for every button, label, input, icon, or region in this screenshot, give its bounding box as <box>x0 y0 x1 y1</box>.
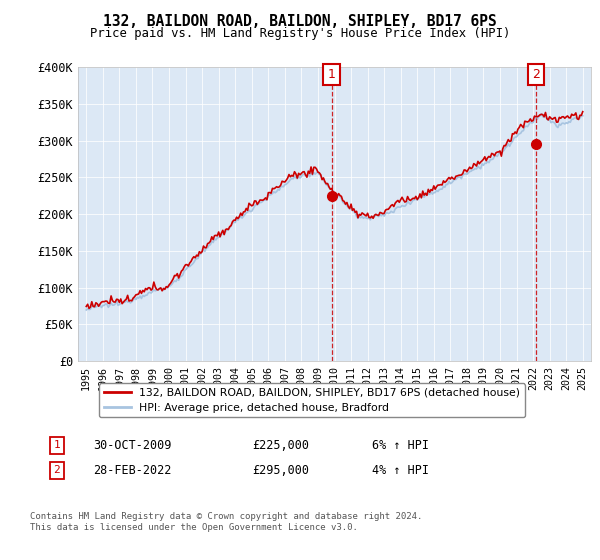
Text: 2: 2 <box>53 465 61 475</box>
Text: 4% ↑ HPI: 4% ↑ HPI <box>372 464 429 477</box>
Text: 1: 1 <box>328 68 335 81</box>
Text: 6% ↑ HPI: 6% ↑ HPI <box>372 438 429 452</box>
Text: £295,000: £295,000 <box>252 464 309 477</box>
Text: £225,000: £225,000 <box>252 438 309 452</box>
Text: 28-FEB-2022: 28-FEB-2022 <box>93 464 172 477</box>
Text: 2: 2 <box>532 68 540 81</box>
Text: 30-OCT-2009: 30-OCT-2009 <box>93 438 172 452</box>
Text: Price paid vs. HM Land Registry's House Price Index (HPI): Price paid vs. HM Land Registry's House … <box>90 27 510 40</box>
Legend: 132, BAILDON ROAD, BAILDON, SHIPLEY, BD17 6PS (detached house), HPI: Average pri: 132, BAILDON ROAD, BAILDON, SHIPLEY, BD1… <box>99 384 525 417</box>
Text: 132, BAILDON ROAD, BAILDON, SHIPLEY, BD17 6PS: 132, BAILDON ROAD, BAILDON, SHIPLEY, BD1… <box>103 14 497 29</box>
Text: Contains HM Land Registry data © Crown copyright and database right 2024.
This d: Contains HM Land Registry data © Crown c… <box>30 512 422 532</box>
Text: 1: 1 <box>53 440 61 450</box>
